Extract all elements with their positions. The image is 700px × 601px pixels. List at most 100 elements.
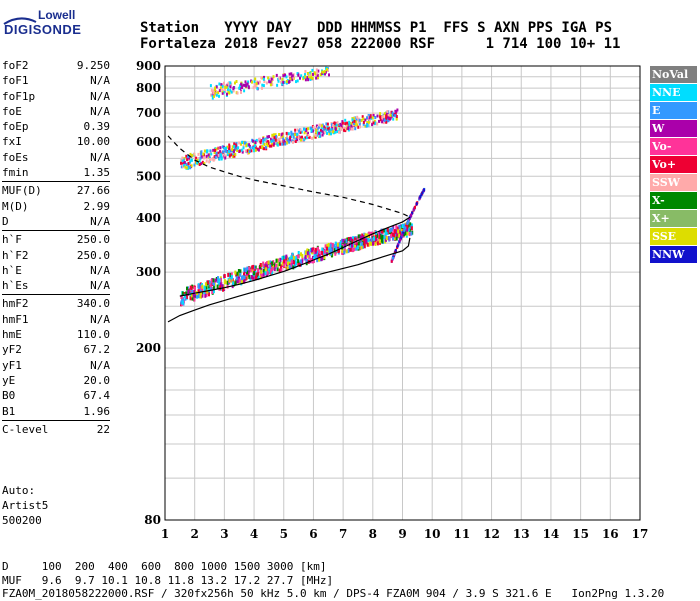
echo-point [314,72,317,76]
echo-point [344,129,347,133]
echo-point [233,142,236,146]
echo-point [265,267,268,272]
echo-point [187,289,190,294]
echo-point [199,294,202,299]
echo-point [240,280,243,285]
param-separator [2,230,110,232]
echo-point [361,235,363,240]
echo-point [231,145,234,149]
echo-point [224,149,227,153]
echo-point [369,231,372,236]
echo-point [325,128,328,132]
echo-point [250,275,253,279]
echo-point [230,275,233,280]
echo-point [290,75,293,79]
echo-point [264,145,267,149]
echo-point [386,227,389,232]
echo-point [236,271,239,276]
echo-point [200,154,203,158]
echo-point [193,163,196,167]
legend-item: NNE [650,84,697,101]
echo-point [379,118,382,121]
echo-point [330,123,333,127]
echo-point [340,127,343,131]
echo-point [229,81,232,85]
echo-point [249,277,252,282]
echo-point [312,259,315,263]
echo-point [190,164,193,168]
echo-point [249,268,252,273]
echo-point [289,77,292,81]
echo-point [353,243,356,248]
echo-point [228,143,231,147]
echo-point [266,261,268,266]
echo-point [215,90,218,93]
echo-point [305,250,307,255]
echo-point [313,256,315,261]
echo-point [323,254,326,259]
echo-point [344,243,347,248]
polarization-legend: NoVal NNE E W Vo- Vo+ SSW X- X+ SSE NNW [650,66,697,264]
echo-point [371,123,374,127]
x-tick-label: 13 [513,527,530,541]
echo-point [239,272,242,277]
echo-point [366,124,369,127]
echo-point [235,276,238,281]
echo-point [241,275,244,280]
echo-point [335,244,338,249]
echo-point [207,280,210,285]
echo-point [276,143,279,147]
echo-point [395,115,398,118]
echo-point [287,139,290,143]
echo-point [190,293,193,298]
echo-point [237,279,240,284]
param-name: h`Es [2,279,29,293]
echo-point [244,276,247,281]
echo-point [180,300,183,305]
echo-point [260,76,263,80]
echo-point [262,84,265,88]
echo-point [408,232,411,237]
echo-point [190,158,193,162]
echo-point [223,90,226,94]
echo-point [267,140,269,144]
echo-point [379,112,382,116]
logo-swoosh-icon [3,17,37,25]
echo-point [307,131,309,135]
echo-point [369,115,372,119]
echo-point [211,290,214,294]
echo-point [280,133,283,137]
echo-point [285,254,288,259]
echo-point [312,72,314,76]
echo-point [205,292,208,297]
echo-point [341,249,344,253]
echo-point [238,86,241,90]
param-value: 340.0 [76,297,110,311]
echo-point [200,152,203,156]
echo-point [298,129,301,133]
echo-point [322,72,325,76]
echo-point [355,117,358,121]
echo-point [301,135,303,139]
param-row: h`E N/A [2,263,110,278]
y-tick-label: 500 [136,169,161,183]
echo-point [312,247,315,252]
echo-point [363,244,366,249]
echo-point [224,154,227,158]
echo-point [194,286,196,291]
echo-point [307,127,310,131]
param-row: yE 20.0 [2,373,110,388]
echo-point [253,79,256,83]
echo-point [255,82,258,86]
echo-point [360,118,363,122]
echo-point [286,266,289,271]
echo-point [296,79,299,83]
echo-point [278,76,281,80]
param-row: foF1p N/A [2,89,110,104]
echo-point [341,121,344,125]
echo-point [389,113,392,117]
echo-point [228,146,231,150]
param-value: 10.00 [76,135,110,149]
echo-point [344,118,347,122]
param-row: hmF2 340.0 [2,296,110,311]
